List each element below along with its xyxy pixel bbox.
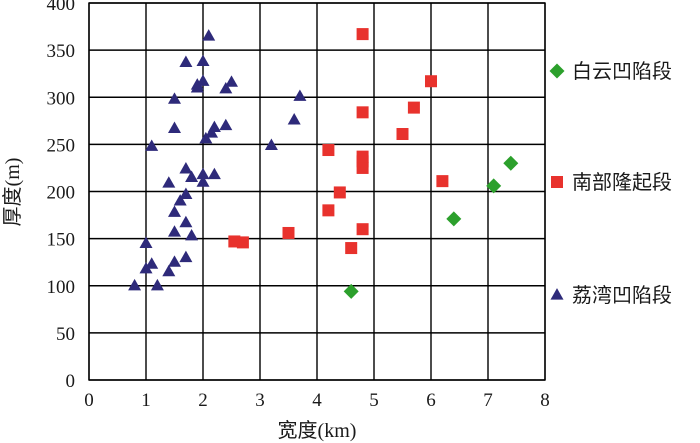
data-point-triangle-2-36 (287, 113, 301, 125)
data-point-triangle-2-33 (219, 81, 233, 94)
legend-marker-2 (550, 288, 564, 300)
y-tick-label-2: 100 (47, 277, 76, 298)
data-point-triangle-2-11 (168, 121, 181, 133)
data-point-triangle-2-22 (190, 78, 204, 90)
x-axis-title: 宽度(km) (278, 419, 357, 442)
data-point-triangle-2-8 (168, 255, 181, 267)
data-point-square-1-12 (356, 28, 369, 41)
legend-label-0: 白云凹陷段 (572, 60, 672, 83)
plot-frame (88, 2, 546, 381)
data-point-triangle-2-17 (179, 162, 193, 174)
data-point-square-1-4 (322, 144, 335, 157)
data-point-square-1-3 (322, 204, 335, 217)
data-point-triangle-2-6 (162, 264, 176, 277)
y-axis-title: 厚度(m) (1, 158, 24, 227)
y-tick-label-5: 250 (47, 135, 76, 156)
y-tick-label-6: 300 (47, 88, 76, 109)
data-point-triangle-2-34 (225, 75, 238, 87)
x-tick-label-7: 7 (483, 390, 493, 411)
data-point-triangle-2-37 (293, 89, 307, 101)
y-tick-label-0: 0 (66, 371, 76, 392)
data-point-square-1-7 (356, 223, 369, 236)
legend-label-2: 荔湾凹陷段 (572, 284, 672, 307)
data-point-triangle-2-31 (207, 120, 221, 133)
legend-marker-1 (551, 176, 563, 188)
y-tick-label-7: 350 (47, 41, 76, 62)
x-tick-label-4: 4 (312, 390, 322, 411)
data-point-square-1-13 (396, 128, 409, 141)
data-point-square-1-16 (436, 175, 449, 188)
data-point-triangle-2-15 (179, 215, 193, 228)
x-tick-label-6: 6 (426, 390, 436, 411)
data-point-triangle-2-24 (196, 167, 210, 180)
data-point-triangle-2-28 (202, 29, 216, 41)
data-point-triangle-2-3 (145, 257, 159, 269)
data-point-square-1-15 (425, 75, 437, 88)
data-point-triangle-2-14 (179, 250, 193, 263)
data-point-diamond-0-3 (503, 155, 519, 171)
data-point-triangle-2-2 (139, 236, 153, 248)
data-point-triangle-2-9 (168, 225, 181, 237)
y-tick-label-4: 200 (47, 183, 76, 204)
legend-marker-0 (549, 63, 565, 79)
data-point-triangle-2-30 (207, 167, 221, 180)
data-point-triangle-2-4 (145, 139, 159, 151)
y-tick-label-3: 150 (47, 230, 76, 251)
data-point-triangle-2-26 (196, 54, 210, 67)
data-point-square-1-14 (407, 101, 420, 114)
data-point-square-1-11 (356, 106, 369, 119)
x-axis-ticks: 0 1 2 3 4 5 6 7 8 (84, 390, 550, 411)
data-point-square-1-6 (345, 242, 358, 255)
data-point-square-1-1 (236, 236, 249, 249)
data-point-triangle-2-5 (150, 278, 164, 291)
x-tick-label-0: 0 (84, 390, 94, 411)
x-tick-label-1: 1 (141, 390, 151, 411)
legend-label-1: 南部隆起段 (572, 171, 672, 194)
y-tick-label-8: 400 (47, 0, 76, 15)
data-point-triangle-2-13 (173, 194, 187, 206)
data-point-triangle-2-19 (185, 228, 199, 241)
data-points (128, 28, 519, 299)
x-tick-label-3: 3 (255, 390, 265, 411)
data-point-triangle-2-18 (179, 55, 193, 67)
data-point-triangle-2-7 (162, 176, 176, 188)
y-tick-label-1: 50 (56, 324, 75, 345)
data-point-triangle-2-16 (179, 187, 193, 199)
data-point-triangle-2-32 (219, 118, 233, 131)
data-point-diamond-0-2 (486, 178, 502, 194)
data-point-triangle-2-23 (196, 175, 210, 187)
data-point-triangle-2-25 (196, 74, 210, 86)
data-point-diamond-0-1 (446, 211, 462, 227)
grid (88, 2, 546, 381)
data-point-square-1-2 (282, 226, 295, 239)
data-point-triangle-2-35 (264, 138, 278, 150)
x-tick-label-2: 2 (198, 390, 208, 411)
data-point-square-1-5 (333, 186, 346, 199)
data-point-square-1-10 (356, 150, 369, 163)
data-point-triangle-2-10 (168, 205, 181, 217)
data-point-triangle-2-12 (168, 92, 181, 104)
data-point-diamond-0-0 (343, 283, 359, 299)
x-tick-label-5: 5 (369, 390, 379, 411)
y-axis-ticks: 0 50 100 150 200 250 300 350 400 (47, 0, 76, 392)
data-point-triangle-2-0 (128, 278, 142, 291)
data-point-triangle-2-20 (185, 170, 199, 182)
x-tick-label-8: 8 (540, 390, 550, 411)
